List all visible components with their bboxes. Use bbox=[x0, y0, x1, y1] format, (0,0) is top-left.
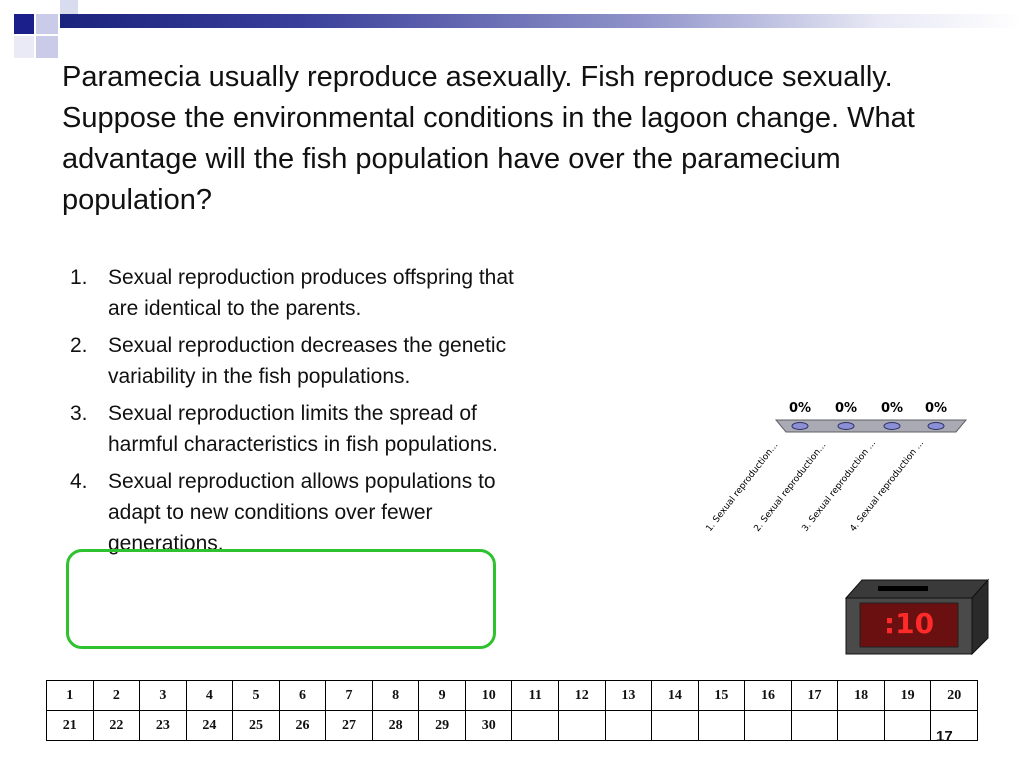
grid-cell: 13 bbox=[604, 680, 653, 711]
grid-cell: 14 bbox=[651, 680, 699, 711]
grid-cell bbox=[511, 710, 560, 741]
option-number: 3. bbox=[70, 402, 88, 425]
grid-cell bbox=[837, 710, 885, 741]
chart-percent-label: 0% bbox=[881, 401, 903, 416]
grid-cell: 4 bbox=[185, 680, 234, 711]
grid-cell bbox=[604, 710, 653, 741]
option-text: Sexual reproduction decreases the geneti… bbox=[108, 334, 507, 388]
decor-square bbox=[36, 14, 58, 34]
grid-cell: 9 bbox=[418, 680, 466, 711]
grid-cell bbox=[744, 710, 792, 741]
grid-cell: 21 bbox=[46, 710, 94, 741]
chart-bar-marker bbox=[927, 422, 945, 430]
grid-cell: 20 bbox=[930, 680, 978, 711]
grid-cell: 27 bbox=[325, 710, 373, 741]
grid-cell: 24 bbox=[185, 710, 234, 741]
grid-cell: 25 bbox=[232, 710, 280, 741]
grid-cell bbox=[790, 710, 839, 741]
grid-row-2: 21 22 23 24 25 26 27 28 29 30 bbox=[46, 710, 978, 741]
grid-row-1: 1 2 3 4 5 6 7 8 9 10 11 12 13 14 15 16 17 18 19 20 bbox=[46, 680, 978, 711]
answer-options: 1. Sexual reproduction produces offsprin… bbox=[70, 262, 520, 565]
chart-percent-label: 0% bbox=[789, 401, 811, 416]
grid-cell: 28 bbox=[371, 710, 420, 741]
grid-cell: 3 bbox=[139, 680, 187, 711]
grid-cell: 2 bbox=[92, 680, 141, 711]
countdown-display: :10 bbox=[883, 607, 935, 640]
grid-cell: 11 bbox=[511, 680, 560, 711]
grid-cell: 26 bbox=[278, 710, 327, 741]
header-gradient-bar bbox=[60, 14, 1024, 28]
decor-square bbox=[36, 36, 58, 58]
grid-cell: 10 bbox=[464, 680, 513, 711]
grid-cell: 29 bbox=[418, 710, 466, 741]
grid-cell: 1 bbox=[46, 680, 94, 711]
decor-square bbox=[14, 14, 34, 34]
option-text: Sexual reproduction produces offspring t… bbox=[108, 266, 514, 320]
grid-cell: 16 bbox=[744, 680, 792, 711]
grid-cell bbox=[558, 710, 606, 741]
grid-cell bbox=[883, 710, 932, 741]
grid-cell: 5 bbox=[232, 680, 280, 711]
grid-cell: 30 bbox=[464, 710, 513, 741]
countdown-timer-box bbox=[844, 578, 990, 656]
question-text: Paramecia usually reproduce asexually. F… bbox=[62, 61, 915, 216]
grid-cell: 6 bbox=[278, 680, 327, 711]
grid-cell: 18 bbox=[837, 680, 885, 711]
chart-percent-label: 0% bbox=[835, 401, 857, 416]
decor-square bbox=[60, 0, 78, 14]
grid-cell: 15 bbox=[697, 680, 746, 711]
answer-option-1[interactable]: 1. Sexual reproduction produces offsprin… bbox=[70, 262, 520, 324]
decor-square bbox=[14, 36, 34, 58]
grid-cell bbox=[930, 710, 978, 741]
option-text: Sexual reproduction limits the spread of… bbox=[108, 402, 498, 456]
timer-slot bbox=[878, 586, 928, 591]
slide-number: 17 bbox=[936, 728, 953, 745]
participant-grid: 1 2 3 4 5 6 7 8 9 10 11 12 13 14 15 16 17 18 19 20 21 22 23 24… bbox=[46, 680, 978, 741]
option-number: 4. bbox=[70, 470, 88, 493]
grid-cell: 12 bbox=[558, 680, 606, 711]
grid-cell: 8 bbox=[371, 680, 420, 711]
grid-cell: 19 bbox=[883, 680, 932, 711]
answer-option-4[interactable]: 4. Sexual reproduction allows population… bbox=[70, 466, 520, 559]
grid-cell: 23 bbox=[139, 710, 187, 741]
chart-bar-marker bbox=[791, 422, 809, 430]
grid-cell bbox=[697, 710, 746, 741]
chart-tray bbox=[774, 419, 968, 433]
timer-screen bbox=[859, 602, 959, 648]
option-number: 2. bbox=[70, 334, 88, 357]
answer-option-3[interactable]: 3. Sexual reproduction limits the spread… bbox=[70, 398, 520, 460]
answer-option-2[interactable]: 2. Sexual reproduction decreases the gen… bbox=[70, 330, 520, 392]
chart-bar-marker bbox=[883, 422, 901, 430]
chart-bar-marker bbox=[837, 422, 855, 430]
grid-cell: 22 bbox=[92, 710, 141, 741]
option-text: Sexual reproduction allows populations t… bbox=[108, 470, 496, 555]
response-chart: 0% 0% 0% 0%1. Sexual reproduction...2. Sexu… bbox=[704, 401, 968, 534]
correct-answer-highlight bbox=[66, 549, 496, 649]
chart-percent-label: 0% bbox=[925, 401, 947, 416]
grid-cell: 7 bbox=[325, 680, 373, 711]
option-number: 1. bbox=[70, 266, 88, 289]
grid-cell bbox=[651, 710, 699, 741]
grid-cell: 17 bbox=[790, 680, 839, 711]
